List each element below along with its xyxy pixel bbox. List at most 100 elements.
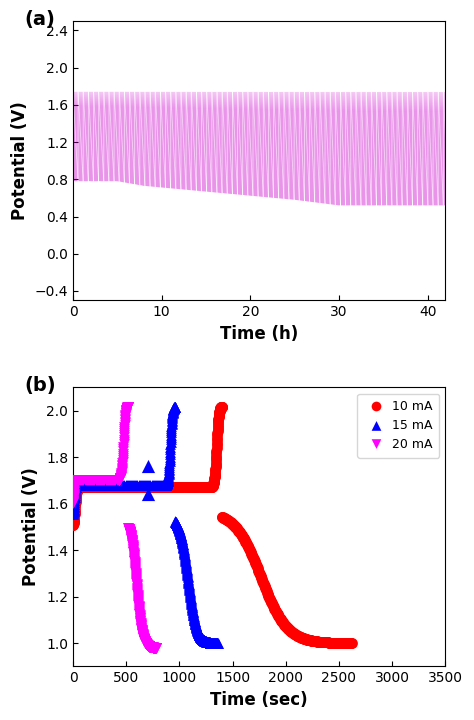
Point: [72, 474, 80, 486]
Point: [214, 415, 222, 427]
Point: [334, 637, 341, 649]
Point: [188, 600, 196, 612]
Point: [322, 636, 330, 648]
Point: [148, 642, 155, 653]
Point: [176, 527, 184, 539]
Point: [86, 482, 94, 493]
Point: [69, 508, 77, 519]
Point: [81, 482, 89, 493]
Point: [299, 632, 307, 644]
Point: [198, 632, 205, 644]
Point: [151, 642, 158, 654]
Point: [147, 642, 155, 653]
Point: [128, 531, 135, 543]
Point: [252, 559, 260, 570]
Point: [185, 579, 192, 590]
Point: [178, 536, 186, 547]
Point: [177, 529, 184, 541]
Point: [181, 552, 189, 563]
Point: [69, 508, 77, 520]
Point: [137, 619, 145, 631]
Point: [276, 613, 284, 624]
Point: [139, 480, 146, 491]
Point: [116, 473, 124, 485]
Point: [210, 475, 218, 487]
Point: [70, 518, 77, 530]
Point: [244, 540, 251, 552]
Point: [184, 575, 192, 586]
Point: [123, 404, 130, 415]
Point: [200, 634, 207, 646]
Point: [266, 594, 274, 606]
Point: [208, 481, 215, 492]
Point: [214, 637, 221, 649]
Point: [125, 523, 132, 534]
Y-axis label: Potential (V): Potential (V): [11, 102, 29, 220]
Point: [152, 642, 160, 654]
Point: [70, 507, 77, 518]
Point: [204, 482, 212, 493]
Point: [188, 599, 195, 611]
Point: [190, 611, 197, 622]
Point: [106, 482, 113, 493]
Point: [310, 635, 318, 647]
Point: [178, 534, 185, 545]
Legend: 10 mA, 15 mA, 20 mA: 10 mA, 15 mA, 20 mA: [357, 394, 439, 458]
Point: [180, 544, 187, 555]
Point: [141, 480, 149, 491]
Point: [128, 535, 136, 546]
Point: [127, 528, 134, 539]
Point: [102, 482, 110, 493]
Point: [200, 634, 208, 646]
Point: [122, 405, 130, 417]
Point: [182, 560, 190, 572]
Point: [214, 637, 221, 649]
Point: [197, 631, 205, 643]
Point: [213, 432, 221, 444]
Point: [167, 426, 175, 438]
Point: [137, 624, 145, 635]
Point: [128, 480, 136, 491]
Point: [105, 482, 112, 493]
Point: [110, 474, 118, 486]
Point: [147, 642, 155, 653]
Point: [211, 472, 219, 483]
Point: [294, 630, 302, 642]
Point: [213, 440, 220, 451]
Point: [251, 557, 259, 568]
Point: [124, 401, 132, 413]
Point: [157, 482, 165, 493]
Point: [292, 629, 300, 641]
Point: [132, 570, 140, 582]
Point: [211, 637, 219, 649]
Point: [167, 431, 174, 443]
Point: [163, 478, 170, 490]
Point: [217, 402, 224, 414]
Point: [122, 407, 129, 418]
Point: [175, 523, 183, 535]
Point: [146, 642, 154, 653]
Point: [70, 500, 78, 511]
Point: [200, 634, 208, 646]
Point: [215, 412, 222, 423]
Point: [174, 521, 182, 533]
Point: [148, 480, 155, 491]
Point: [255, 566, 263, 577]
Point: [198, 633, 206, 644]
Point: [82, 482, 90, 493]
Point: [194, 626, 202, 638]
Point: [96, 480, 103, 491]
Point: [139, 629, 146, 641]
Point: [131, 562, 139, 573]
Point: [187, 596, 195, 608]
Point: [228, 517, 235, 528]
Point: [148, 642, 155, 653]
Point: [196, 630, 203, 642]
Point: [167, 436, 174, 448]
Point: [210, 637, 218, 649]
Point: [102, 474, 109, 486]
Point: [150, 480, 157, 491]
Point: [117, 482, 124, 493]
Point: [87, 482, 95, 493]
Point: [71, 477, 78, 489]
